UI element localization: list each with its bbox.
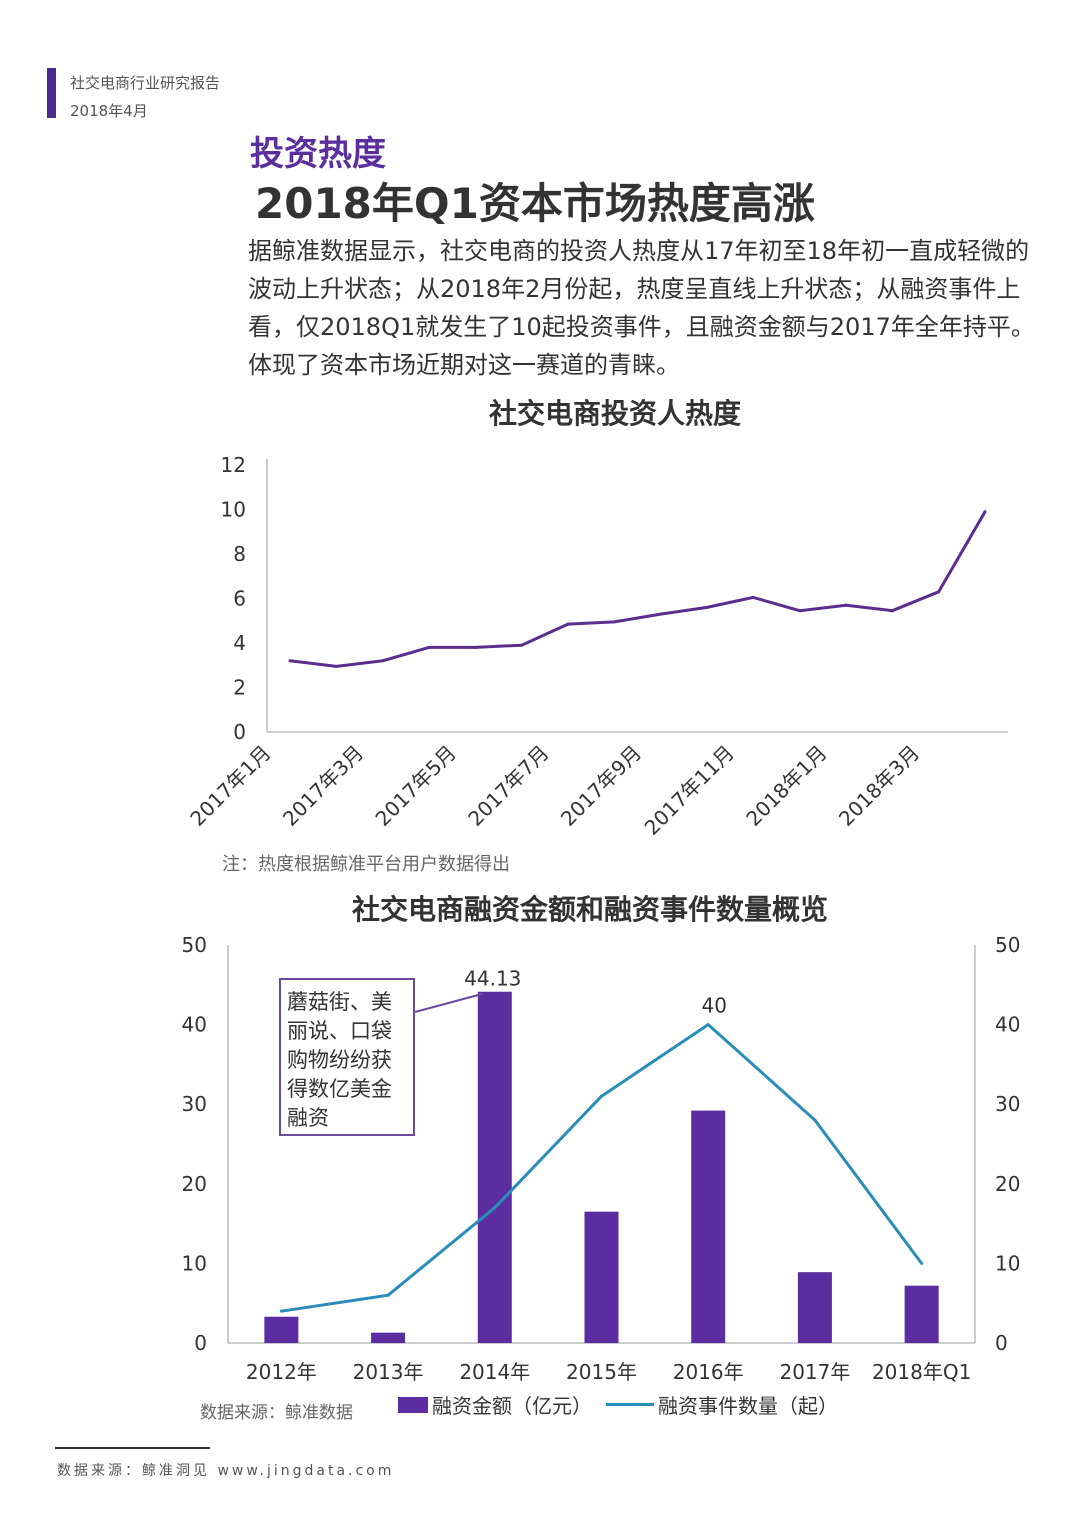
x-tick-label: 2013年 [353,1360,424,1384]
left-tick-label: 10 [182,1251,207,1275]
right-tick-label: 20 [995,1172,1020,1196]
x-tick-label: 2018年1月 [741,741,831,831]
heat-data-point [659,612,663,616]
funding-bar [691,1110,726,1343]
y-tick-label: 12 [221,453,246,477]
bar-data-label: 44.13 [464,967,521,991]
funding-bar [371,1332,406,1343]
heat-data-point [983,510,987,514]
report-name: 社交电商行业研究报告 [70,74,221,92]
left-tick-label: 50 [182,933,207,957]
heat-data-point [612,620,616,624]
y-tick-label: 8 [233,542,246,566]
heat-data-point [288,659,292,663]
report-date: 2018年4月 [70,102,148,120]
heat-data-point [566,622,570,626]
heat-data-point [334,664,338,668]
x-tick-label: 2017年3月 [278,741,368,831]
heat-data-point [473,645,477,649]
x-tick-label: 2017年1月 [185,741,275,831]
events-data-point [279,1309,283,1313]
events-data-point [813,1118,817,1122]
x-tick-label: 2017年5月 [371,741,461,831]
funding-bar [904,1285,939,1343]
left-tick-label: 30 [182,1092,207,1116]
heat-data-point [427,645,431,649]
x-tick-label: 2017年11月 [640,741,739,840]
legend-line-swatch [606,1403,654,1406]
x-tick-label: 2017年9月 [556,741,646,831]
heat-series-line [289,510,987,668]
y-tick-label: 10 [221,498,246,522]
chart2-legend: 融资金额（亿元） 融资事件数量（起） [398,1390,838,1419]
heat-data-point [520,643,524,647]
chart1-title: 社交电商投资人热度 [488,397,741,430]
chart1-note: 注：热度根据鲸准平台用户数据得出 [222,854,510,875]
right-tick-label: 30 [995,1092,1020,1116]
page-title: 2018年Q1资本市场热度高涨 [255,179,815,228]
y-tick-label: 6 [233,587,246,611]
legend-bar-label: 融资金额（亿元） [432,1394,592,1418]
right-tick-label: 50 [995,933,1020,957]
left-tick-label: 40 [182,1013,207,1037]
header-accent-bar [47,68,56,118]
y-tick-label: 0 [233,720,246,744]
legend-line-label: 融资事件数量（起） [658,1394,838,1418]
heat-data-point [705,605,709,609]
financing-combo-chart: 0 0 10 10 20 20 30 30 40 40 50 50 44.13 40 2012年 2013年 2… [182,933,1021,1384]
x-tick-label: 2012年 [246,1360,317,1384]
section-title: 投资热度 [250,134,386,174]
funding-bar [477,991,512,1343]
annotation-pointer [414,992,484,1013]
footer-source: 数据来源：鲸准洞见 www.jingdata.com [57,1463,395,1479]
funding-bar [264,1316,299,1343]
heat-data-point [798,609,802,613]
line-data-label: 40 [701,994,726,1018]
footer-rule [55,1447,210,1449]
events-data-point [600,1094,603,1098]
x-tick-label: 2016年 [673,1360,744,1384]
x-tick-label: 2018年Q1 [872,1360,971,1384]
annotation-box: 蘑菇街、美丽说、口袋购物纷纷获得数亿美金融资 [279,978,415,1136]
right-tick-label: 10 [995,1251,1020,1275]
funding-bar [584,1211,619,1343]
events-data-point [386,1293,390,1297]
funding-bar [797,1272,832,1343]
heat-data-point [890,609,894,613]
x-tick-label: 2018年3月 [834,741,924,831]
right-tick-label: 0 [995,1331,1008,1355]
y-tick-label: 4 [233,631,246,655]
left-tick-label: 0 [194,1331,207,1355]
x-tick-label: 2017年7月 [463,741,553,831]
chart2-title: 社交电商融资金额和融资事件数量概览 [351,893,828,926]
description-paragraph: 据鲸准数据显示，社交电商的投资人热度从17年初至18年初一直成轻微的波动上升状态… [248,237,1035,379]
events-data-point [493,1206,497,1210]
x-tick-label: 2014年 [459,1360,530,1384]
x-tick-label: 2017年 [779,1360,850,1384]
chart2-source: 数据来源：鲸准数据 [200,1403,353,1423]
heat-data-point [381,659,385,663]
y-tick-label: 2 [233,676,246,700]
heat-data-point [751,595,755,599]
events-data-point [920,1261,924,1265]
heat-data-point [844,603,848,607]
legend-bar-swatch [398,1396,428,1413]
heat-data-point [937,590,941,594]
left-tick-label: 20 [182,1172,207,1196]
x-tick-label: 2015年 [566,1360,637,1384]
right-tick-label: 40 [995,1013,1020,1037]
events-data-point [706,1023,710,1027]
